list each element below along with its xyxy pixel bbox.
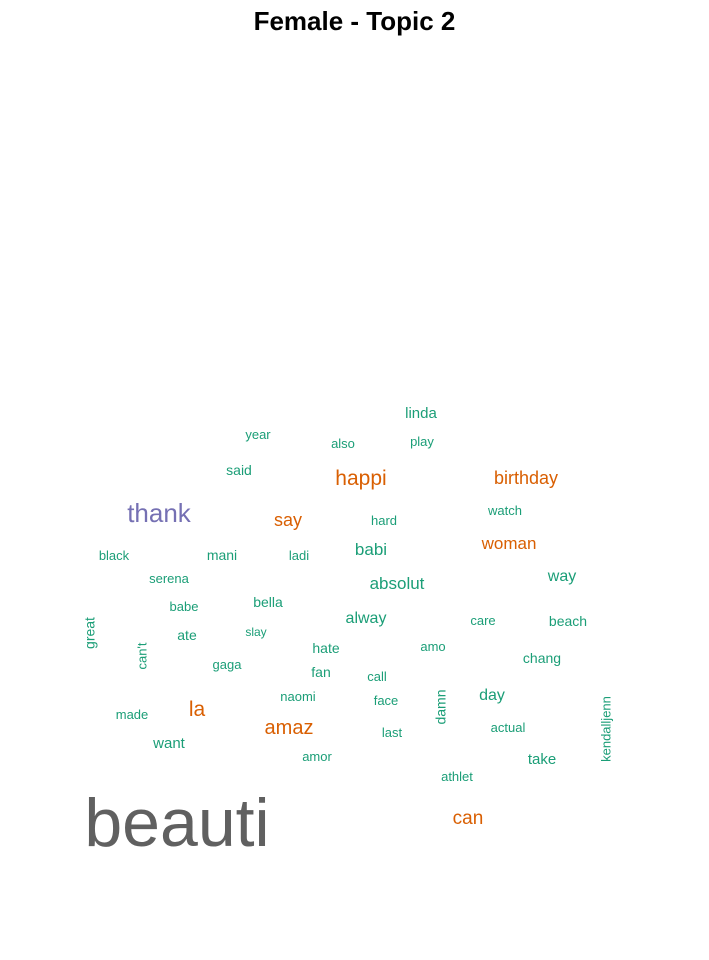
word-chang: chang bbox=[523, 650, 561, 666]
word-bella: bella bbox=[253, 594, 283, 610]
word-amaz: amaz bbox=[265, 717, 314, 739]
word-face: face bbox=[374, 693, 399, 708]
word-ate: ate bbox=[177, 627, 197, 643]
word-year: year bbox=[245, 427, 271, 442]
word-made: made bbox=[116, 707, 149, 722]
word-gaga: gaga bbox=[213, 657, 243, 672]
chart-title: Female - Topic 2 bbox=[253, 6, 456, 36]
word-slay: slay bbox=[245, 625, 266, 639]
word-take: take bbox=[528, 751, 556, 768]
word-linda: linda bbox=[405, 405, 437, 422]
word-thank: thank bbox=[127, 498, 192, 528]
word-birthday: birthday bbox=[494, 468, 558, 488]
word-said: said bbox=[226, 462, 252, 478]
word-cant: can't bbox=[134, 642, 149, 669]
word-athlet: athlet bbox=[441, 769, 473, 784]
word-hate: hate bbox=[312, 640, 339, 656]
word-great: great bbox=[82, 617, 98, 649]
word-damn: damn bbox=[433, 689, 449, 724]
word-way: way bbox=[547, 568, 576, 585]
word-fan: fan bbox=[311, 664, 330, 680]
word-say: say bbox=[274, 510, 302, 530]
word-babi: babi bbox=[355, 540, 387, 559]
word-ladi: ladi bbox=[289, 548, 309, 563]
word-call: call bbox=[367, 669, 387, 684]
word-babe: babe bbox=[170, 599, 199, 614]
word-woman: woman bbox=[481, 534, 537, 553]
word-watch: watch bbox=[487, 503, 522, 518]
word-mani: mani bbox=[207, 547, 237, 563]
word-hard: hard bbox=[371, 513, 397, 528]
word-beach: beach bbox=[549, 613, 587, 629]
word-day: day bbox=[479, 687, 505, 704]
word-alway: alway bbox=[346, 610, 387, 627]
word-actual: actual bbox=[491, 720, 526, 735]
word-want: want bbox=[152, 735, 186, 752]
word-absolut: absolut bbox=[370, 574, 425, 593]
word-black: black bbox=[99, 548, 130, 563]
word-beauti: beauti bbox=[84, 785, 269, 861]
word-care: care bbox=[470, 613, 495, 628]
word-amo: amo bbox=[420, 639, 445, 654]
word-serena: serena bbox=[149, 571, 190, 586]
word-happi: happi bbox=[335, 467, 386, 490]
word-la: la bbox=[189, 698, 206, 721]
word-can: can bbox=[453, 808, 484, 829]
word-also: also bbox=[331, 436, 355, 451]
word-play: play bbox=[410, 434, 434, 449]
word-naomi: naomi bbox=[280, 689, 316, 704]
word-last: last bbox=[382, 725, 403, 740]
word-amor: amor bbox=[302, 749, 332, 764]
word-kendalljenn: kendalljenn bbox=[598, 696, 613, 762]
